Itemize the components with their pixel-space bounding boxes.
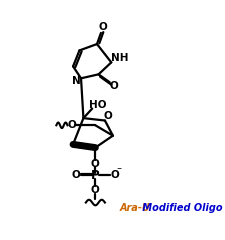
- Text: HO: HO: [89, 100, 106, 110]
- Text: P: P: [91, 169, 100, 182]
- Text: Modified Oligo: Modified Oligo: [139, 203, 223, 213]
- Text: O: O: [91, 159, 100, 168]
- Text: O: O: [98, 22, 107, 32]
- Text: N: N: [72, 77, 81, 86]
- Text: ⁻: ⁻: [117, 167, 122, 176]
- Text: O: O: [109, 81, 118, 91]
- Text: O: O: [104, 111, 112, 121]
- Text: Ara-U: Ara-U: [119, 203, 150, 213]
- Text: O: O: [111, 170, 120, 180]
- Text: NH: NH: [111, 53, 129, 63]
- Text: O: O: [68, 120, 77, 130]
- Text: O: O: [91, 185, 100, 195]
- Text: O: O: [71, 170, 80, 180]
